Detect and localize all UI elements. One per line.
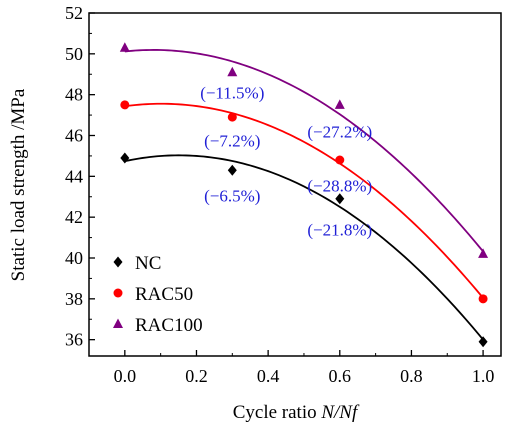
y-tick-label-5: 46 [65, 126, 83, 146]
annotation-2: (−6.5%) [204, 187, 260, 206]
axis-ticks: 0.0 0.2 0.4 0.6 0.8 1.0 36 38 40 42 44 46 48 50 52 [65, 3, 494, 386]
legend-marker-rac50 [113, 288, 123, 298]
y-tick-label-4: 44 [65, 166, 83, 186]
y-tick-label-8: 52 [65, 3, 83, 23]
annotation-3: (−27.2%) [307, 122, 372, 141]
legend-label-rac50: RAC50 [135, 284, 193, 305]
legend: NC RAC50 RAC100 [113, 253, 203, 336]
plot-frame [88, 12, 502, 357]
fit-curve-nc [124, 154, 484, 341]
y-tick-label-0: 36 [65, 330, 83, 350]
data-points [119, 42, 489, 348]
x-tick-label-3: 0.6 [329, 366, 352, 386]
annotation-1: (−7.2%) [204, 132, 260, 151]
point-nc-2 [335, 193, 345, 205]
y-tick-label-1: 38 [65, 289, 83, 309]
x-tick-label-2: 0.4 [257, 366, 280, 386]
point-nc-1 [227, 164, 237, 176]
legend-label-rac100: RAC100 [135, 315, 203, 336]
y-axis-title: Static load strength /MPa [8, 88, 29, 281]
point-rac100-0 [119, 42, 130, 52]
fit-curves [124, 49, 484, 341]
point-rac50-3 [478, 294, 488, 304]
point-nc-3 [478, 336, 488, 348]
x-axis-title: Cycle ratio N/Nf [233, 402, 360, 423]
legend-marker-rac100 [113, 318, 123, 328]
point-rac50-0 [120, 100, 130, 110]
fit-curve-rac100 [124, 49, 484, 253]
annotation-5: (−21.8%) [307, 220, 372, 239]
x-tick-label-1: 0.2 [185, 366, 208, 386]
legend-marker-nc [113, 256, 123, 268]
y-tick-label-7: 50 [65, 44, 83, 64]
fit-curve-rac50 [124, 102, 484, 299]
y-tick-label-2: 40 [65, 248, 83, 268]
legend-label-nc: NC [135, 253, 161, 274]
annotation-0: (−11.5%) [200, 84, 264, 103]
point-rac100-1 [227, 66, 238, 77]
y-tick-label-3: 42 [65, 207, 83, 227]
annotations: (−11.5%) (−7.2%) (−6.5%) (−27.2%) (−28.8%) (−… [200, 84, 372, 240]
point-nc-0 [120, 152, 130, 164]
x-tick-label-5: 1.0 [472, 366, 495, 386]
point-rac50-1 [227, 112, 237, 122]
y-tick-label-6: 48 [65, 85, 83, 105]
annotation-4: (−28.8%) [307, 177, 372, 196]
point-rac50-2 [335, 155, 345, 165]
x-tick-label-0: 0.0 [114, 366, 137, 386]
x-tick-label-4: 0.8 [400, 366, 423, 386]
point-rac100-3 [478, 248, 489, 258]
point-rac100-2 [334, 99, 345, 109]
